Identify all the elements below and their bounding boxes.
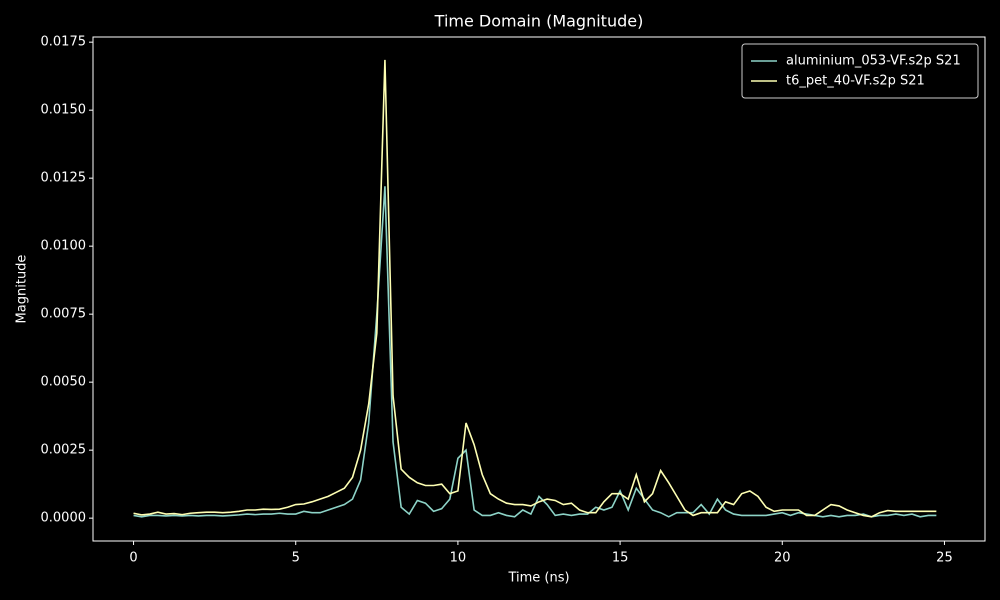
y-tick-label: 0.0000 [41, 511, 87, 526]
x-tick-label: 20 [774, 551, 791, 566]
y-tick-label: 0.0075 [41, 307, 87, 322]
plot-frame [92, 36, 986, 542]
legend-label: aluminium_053-VF.s2p S21 [786, 54, 961, 69]
series-line [133, 59, 937, 518]
x-tick-label: 25 [936, 551, 953, 566]
legend-box [741, 43, 979, 99]
y-tick-label: 0.0100 [41, 239, 87, 254]
y-tick-label: 0.0050 [41, 375, 87, 390]
x-axis-label: Time (ns) [507, 571, 569, 586]
y-axis-label: Magnitude [15, 255, 30, 324]
x-tick-label: 0 [129, 551, 137, 566]
legend-label: t6_pet_40-VF.s2p S21 [786, 74, 925, 89]
y-tick-label: 0.0150 [41, 103, 87, 118]
y-tick-label: 0.0025 [41, 443, 87, 458]
x-tick-label: 5 [292, 551, 300, 566]
y-tick-label: 0.0125 [41, 171, 87, 186]
y-tick-label: 0.0175 [41, 35, 87, 50]
chart-title: Time Domain (Magnitude) [434, 12, 644, 31]
x-tick-label: 10 [450, 551, 467, 566]
x-tick-label: 15 [612, 551, 629, 566]
